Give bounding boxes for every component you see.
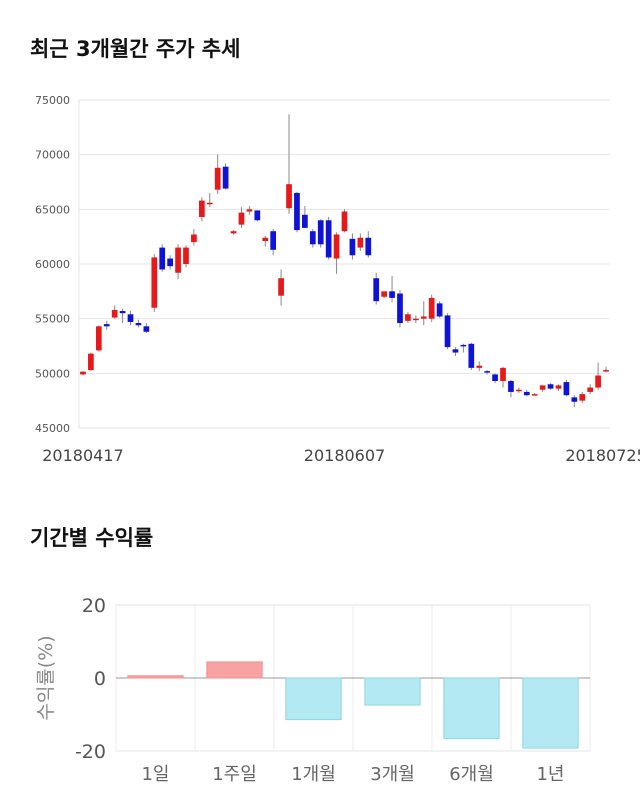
candle-body	[206, 202, 213, 205]
candle-body	[151, 257, 158, 308]
y-tick-label: 65000	[35, 203, 70, 216]
candle-body	[230, 231, 237, 234]
candle-body	[317, 220, 324, 245]
candle-body	[278, 278, 284, 296]
x-tick-label: 1개월	[291, 764, 336, 785]
candle-body	[309, 231, 316, 245]
candle-body	[539, 385, 546, 390]
candle-body	[563, 382, 570, 396]
x-tick-label: 3개월	[370, 764, 415, 785]
candle-body	[214, 167, 221, 190]
candle-body	[111, 309, 118, 318]
x-tick-label: 20180417	[42, 446, 123, 465]
candle-body	[531, 394, 538, 396]
y-tick-label: 50000	[35, 367, 70, 380]
candle-body	[603, 370, 609, 372]
return-bar	[364, 677, 421, 706]
x-tick-label: 20180725	[565, 446, 640, 465]
candle-body	[468, 343, 475, 368]
candle-body	[508, 380, 514, 392]
y-tick-label: 0	[94, 668, 106, 690]
x-tick-label: 1일	[141, 764, 169, 785]
candle-body	[191, 234, 197, 243]
candle-body	[460, 344, 467, 347]
candle-body	[159, 247, 166, 270]
price-trend-chart: 45000 50000 55000 60000 65000 70000 75000 20180…	[35, 94, 640, 465]
candle-body	[444, 315, 451, 348]
candle-body	[555, 385, 562, 389]
x-tick-label: 1년	[536, 764, 564, 785]
candle-body	[547, 384, 554, 389]
candle-body	[135, 323, 142, 326]
candle-body	[286, 184, 292, 209]
x-tick-label: 6개월	[449, 764, 494, 785]
candle-body	[325, 220, 332, 258]
candle-body	[198, 200, 205, 217]
candle-body	[302, 214, 308, 228]
price-chart-title: 최근 3개월간 주가 추세	[30, 37, 241, 61]
candle-body	[373, 278, 380, 302]
y-axis-label: 수익률(%)	[35, 635, 57, 720]
candle-body	[587, 387, 594, 392]
candle-body	[571, 397, 578, 402]
candle-body	[428, 297, 435, 319]
return-bar	[285, 677, 342, 721]
candle-body	[246, 209, 253, 212]
x-tick-label: 1주일	[212, 764, 257, 785]
candle-body	[436, 303, 443, 317]
candle-body	[80, 371, 86, 375]
candle-body	[127, 314, 134, 322]
candle-body	[365, 237, 372, 256]
candle-body	[119, 311, 126, 314]
candle-body	[238, 212, 245, 225]
candle-body	[500, 367, 506, 381]
candle-body	[595, 375, 601, 388]
candle-body	[294, 192, 300, 231]
candle-body	[262, 237, 269, 242]
y-tick-label: 70000	[35, 149, 70, 162]
return-bar	[443, 677, 500, 740]
candle-body	[254, 210, 261, 221]
candle-body	[222, 166, 229, 189]
candle-body	[270, 231, 277, 250]
candle-body	[357, 237, 364, 248]
candle-body	[405, 314, 411, 321]
candle-body	[167, 258, 173, 267]
candle-body	[333, 234, 340, 259]
return-bar	[127, 675, 184, 679]
y-tick-label: 55000	[35, 313, 70, 326]
candle-body	[523, 391, 530, 396]
candle-body	[579, 394, 586, 401]
candle-body	[381, 291, 387, 297]
candle-body	[420, 316, 427, 319]
y-tick-label: -20	[75, 741, 106, 763]
candle-body	[103, 324, 110, 327]
candle-body	[484, 371, 491, 373]
y-tick-label: 75000	[35, 94, 70, 107]
x-tick-label: 20180607	[304, 446, 385, 465]
y-tick-label: 20	[82, 595, 106, 617]
candle-body	[476, 365, 483, 368]
return-bar	[522, 677, 579, 749]
candle-body	[412, 318, 419, 321]
candle-body	[452, 349, 459, 353]
y-tick-label: 60000	[35, 258, 70, 271]
y-tick-label: 45000	[35, 422, 70, 435]
candle-body	[183, 247, 189, 264]
candle-body	[143, 326, 150, 332]
candle-body	[349, 238, 356, 256]
returns-chart-title: 기간별 수익률	[30, 526, 154, 550]
candle-body	[492, 374, 498, 381]
candle-body	[88, 353, 94, 371]
return-bar	[206, 661, 263, 679]
candle-body	[341, 211, 348, 232]
candle-body	[389, 291, 395, 298]
candle-body	[397, 293, 403, 324]
candle-body	[175, 247, 181, 273]
candle-body	[516, 389, 522, 392]
candle-body	[95, 326, 102, 351]
